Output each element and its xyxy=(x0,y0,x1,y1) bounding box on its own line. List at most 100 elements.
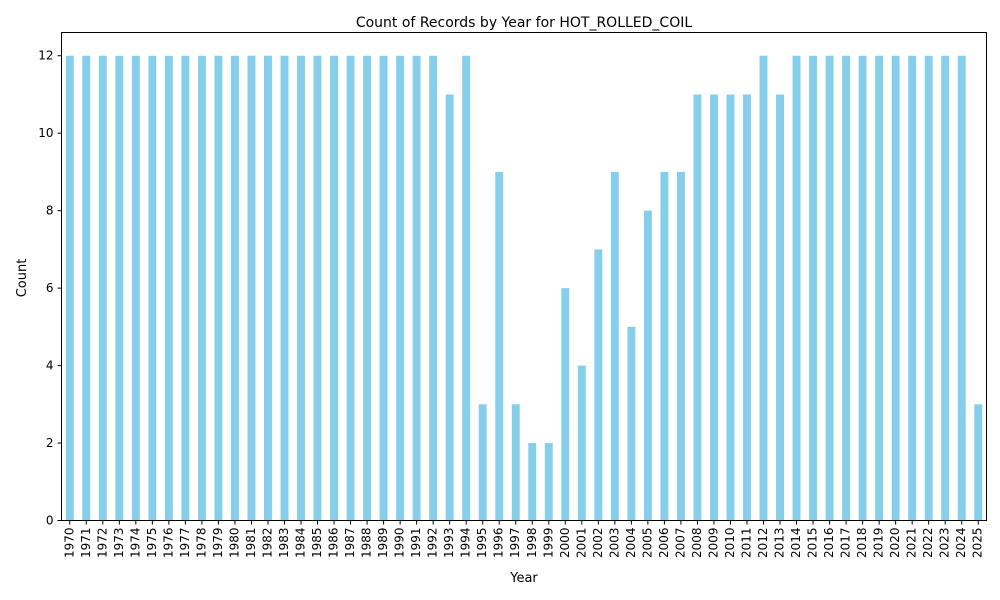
bar-1975 xyxy=(148,55,157,521)
x-tick-label-1990: 1990 xyxy=(393,528,407,559)
bar-1973 xyxy=(115,55,124,521)
x-axis: 1970 1971 1972 1973 1974 1975 1976 1977 1978 1979… xyxy=(62,520,985,559)
bar-2017 xyxy=(842,55,851,521)
bar-2004 xyxy=(627,326,636,521)
chart-title: Count of Records by Year for HOT_ROLLED_… xyxy=(356,15,692,31)
bar-1989 xyxy=(379,55,388,521)
bar-2022 xyxy=(924,55,933,521)
bar-1994 xyxy=(462,55,471,521)
x-tick-label-1978: 1978 xyxy=(194,528,208,559)
bar-1979 xyxy=(214,55,223,521)
bar-2024 xyxy=(957,55,966,521)
x-tick-label-1992: 1992 xyxy=(426,528,440,559)
x-tick-label-1983: 1983 xyxy=(277,528,291,559)
x-tick-label-1976: 1976 xyxy=(161,528,175,559)
x-tick-label-2003: 2003 xyxy=(607,528,621,559)
x-tick-label-1985: 1985 xyxy=(310,528,324,559)
x-tick-label-2011: 2011 xyxy=(739,528,753,559)
x-tick-label-2006: 2006 xyxy=(657,528,671,559)
bar-1995 xyxy=(478,404,487,521)
x-axis-label: Year xyxy=(509,571,538,586)
x-tick-label-2010: 2010 xyxy=(723,528,737,559)
x-tick-label-1986: 1986 xyxy=(327,528,341,559)
bars-layer xyxy=(65,55,983,521)
bar-2003 xyxy=(610,171,619,521)
x-tick-label-1996: 1996 xyxy=(492,528,506,559)
bar-2019 xyxy=(875,55,884,521)
x-tick-label-2018: 2018 xyxy=(855,528,869,559)
x-tick-label-1989: 1989 xyxy=(376,528,390,559)
x-tick-label-2004: 2004 xyxy=(624,528,638,559)
bar-2013 xyxy=(776,94,784,521)
bar-2023 xyxy=(941,55,950,521)
bar-2009 xyxy=(709,94,718,521)
bar-1971 xyxy=(82,55,91,521)
bar-1976 xyxy=(164,55,173,521)
x-tick-label-2023: 2023 xyxy=(938,528,952,559)
x-tick-label-1997: 1997 xyxy=(508,528,522,559)
bar-1980 xyxy=(230,55,239,521)
bar-1990 xyxy=(396,55,405,521)
x-tick-label-1998: 1998 xyxy=(525,528,539,559)
bar-1998 xyxy=(528,443,537,521)
bar-2007 xyxy=(676,171,685,521)
x-tick-label-2000: 2000 xyxy=(558,528,572,559)
bar-1972 xyxy=(98,55,107,521)
x-tick-label-2012: 2012 xyxy=(756,528,770,559)
y-axis: 0 2 4 6 8 10 12 xyxy=(38,49,62,528)
x-tick-label-2009: 2009 xyxy=(706,528,720,559)
bar-1996 xyxy=(495,171,504,521)
bar-2018 xyxy=(858,55,867,521)
bar-2010 xyxy=(726,94,735,521)
x-tick-label-2007: 2007 xyxy=(673,528,687,559)
x-tick-label-2022: 2022 xyxy=(921,528,935,559)
bar-2005 xyxy=(643,210,652,521)
bar-1999 xyxy=(544,443,553,521)
x-tick-label-1973: 1973 xyxy=(112,528,126,559)
bar-2016 xyxy=(825,55,834,521)
x-tick-label-1970: 1970 xyxy=(62,528,76,559)
bar-1981 xyxy=(247,55,256,521)
bar-2025 xyxy=(974,404,983,521)
x-tick-label-1999: 1999 xyxy=(541,528,555,559)
bar-2002 xyxy=(594,249,603,521)
x-tick-label-2015: 2015 xyxy=(806,528,820,559)
y-tick-label-0: 0 xyxy=(46,514,54,528)
bar-2014 xyxy=(792,55,801,521)
bar-2008 xyxy=(693,94,702,521)
bar-1970 xyxy=(65,55,74,521)
x-tick-label-1984: 1984 xyxy=(294,528,308,559)
x-tick-label-1991: 1991 xyxy=(409,528,423,559)
bar-1986 xyxy=(330,55,339,521)
bar-1978 xyxy=(197,55,206,521)
y-tick-label-4: 4 xyxy=(46,359,54,373)
bar-1977 xyxy=(181,55,190,521)
x-tick-label-1980: 1980 xyxy=(227,528,241,559)
x-tick-label-2002: 2002 xyxy=(591,528,605,559)
x-tick-label-1995: 1995 xyxy=(475,528,489,559)
x-tick-label-1971: 1971 xyxy=(79,528,93,559)
bar-2001 xyxy=(577,365,586,521)
x-tick-label-1987: 1987 xyxy=(343,528,357,559)
x-tick-label-2001: 2001 xyxy=(574,528,588,559)
x-tick-label-1981: 1981 xyxy=(244,528,258,559)
bar-2011 xyxy=(743,94,751,521)
x-tick-label-1972: 1972 xyxy=(95,528,109,559)
bar-2000 xyxy=(561,288,570,521)
x-tick-label-2020: 2020 xyxy=(888,528,902,559)
bar-1987 xyxy=(346,55,355,521)
bar-1983 xyxy=(280,55,289,521)
x-tick-label-2025: 2025 xyxy=(971,528,985,559)
bar-2020 xyxy=(891,55,900,521)
x-tick-label-2008: 2008 xyxy=(690,528,704,559)
bar-2006 xyxy=(660,171,669,521)
y-tick-label-2: 2 xyxy=(46,436,54,450)
bar-2012 xyxy=(759,55,768,521)
x-tick-label-2024: 2024 xyxy=(954,528,968,559)
bar-1984 xyxy=(297,55,305,521)
x-tick-label-2016: 2016 xyxy=(822,528,836,559)
bar-2021 xyxy=(908,55,917,521)
bar-1997 xyxy=(511,404,520,521)
